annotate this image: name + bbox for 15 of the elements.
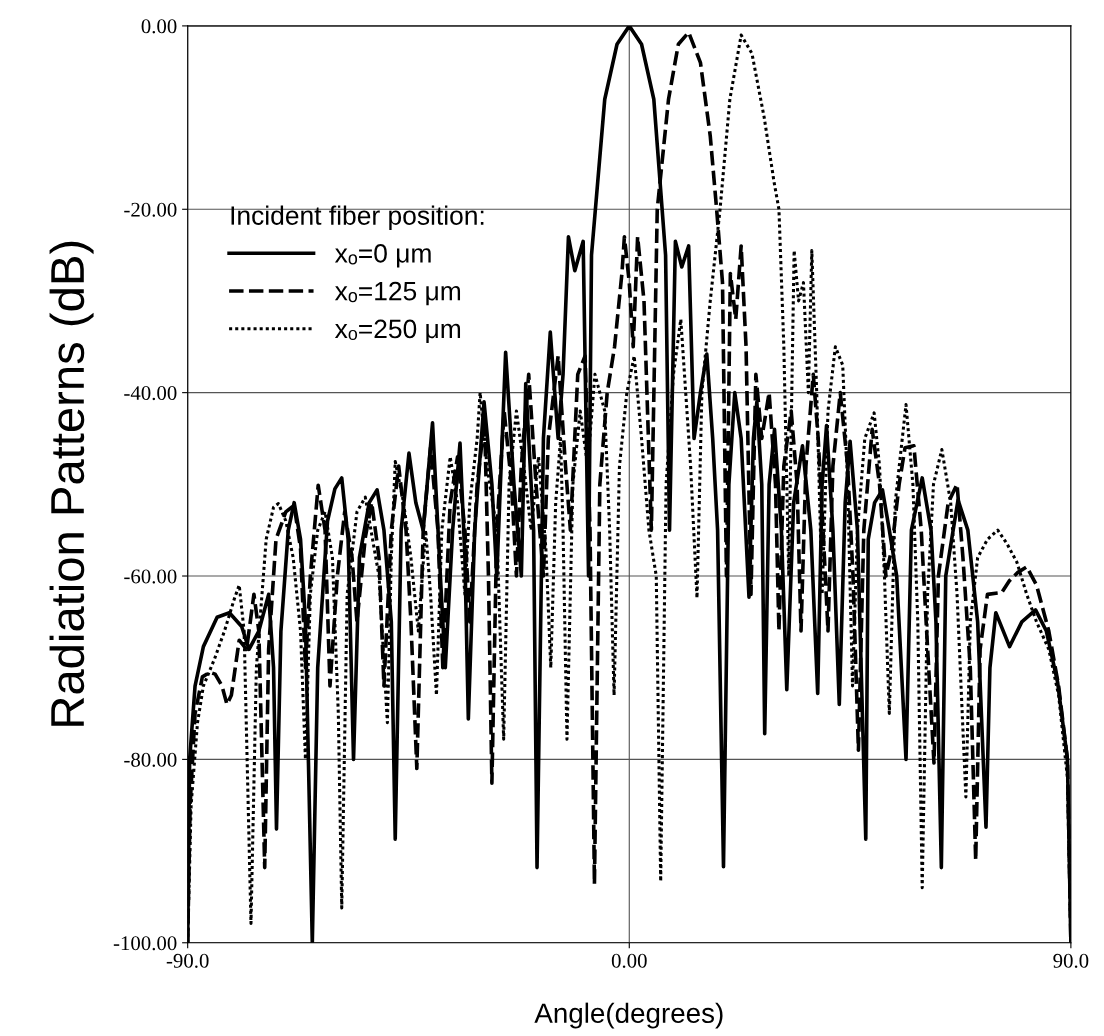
y-tick-label: -60.00 bbox=[124, 569, 177, 584]
y-tick-label: 0.00 bbox=[141, 19, 177, 34]
y-tick-label: -80.00 bbox=[124, 752, 177, 767]
x-axis-title: Angle(degrees) bbox=[534, 1002, 723, 1029]
legend-label: xₒ=250 μm bbox=[334, 319, 461, 344]
legend-title: Incident fiber position: bbox=[231, 205, 484, 231]
y-tick-label: -100.00 bbox=[113, 936, 177, 951]
y-tick-label: -40.00 bbox=[124, 386, 177, 401]
y-axis-title: Radiation Patterns (dB) bbox=[49, 241, 94, 726]
x-tick-label: 90.0 bbox=[1053, 953, 1089, 968]
y-tick-label: -20.00 bbox=[124, 202, 177, 217]
x-tick-label: 0.00 bbox=[611, 953, 647, 968]
x-tick-label: -90.0 bbox=[166, 953, 209, 968]
legend-label: xₒ=0 μm bbox=[334, 244, 431, 268]
legend-label: xₒ=125 μm bbox=[334, 281, 461, 306]
